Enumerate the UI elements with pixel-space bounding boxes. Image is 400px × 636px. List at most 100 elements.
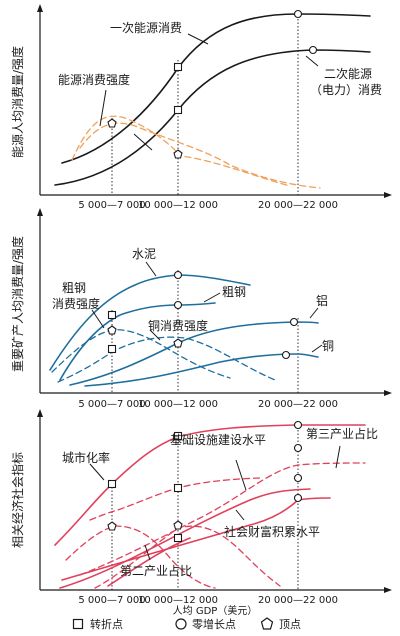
turning-point — [173, 483, 183, 493]
pointer-line — [144, 544, 151, 561]
secondary-energy-label-2: （电力）消费 — [310, 83, 382, 97]
aluminum-curve — [69, 321, 319, 386]
zero-growth-point — [173, 270, 183, 280]
x-tick-label: 10 000—12 000 — [138, 200, 218, 211]
zero-growth-point — [173, 300, 183, 310]
minerals-markers — [107, 270, 299, 360]
energy-curves — [54, 13, 371, 189]
cement-curve — [49, 274, 251, 371]
pointer-line — [335, 445, 341, 469]
minerals-x-arrow — [384, 390, 392, 396]
zero-growth-point — [293, 420, 303, 430]
zero-growth-point — [293, 493, 303, 503]
zero-growth-point — [308, 45, 318, 55]
pointer-line — [89, 463, 105, 481]
zero-growth-point — [281, 350, 291, 360]
energy-x-arrow — [384, 192, 392, 198]
x-tick-label: 5 000—7 000 — [78, 399, 145, 410]
socio-pointers — [89, 445, 341, 561]
pointer-line — [309, 307, 319, 319]
energy-pointers — [99, 33, 319, 151]
energy-y-label: 能源人均消费量/强度 — [10, 46, 25, 158]
pointer-line — [149, 329, 161, 341]
x-tick-label: 20 000—22 000 — [258, 399, 338, 410]
pointer-line — [235, 509, 245, 521]
minerals-pointers — [91, 261, 323, 353]
steel-label: 粗钢 — [222, 285, 246, 299]
pentagon-marker-icon — [260, 617, 274, 630]
steel-intensity-label-2: 消费强度 — [52, 296, 100, 311]
zero-growth-point — [293, 473, 303, 483]
secondary-industry-label: 第二产业占比 — [120, 563, 192, 578]
peak-point — [173, 520, 183, 530]
steel-intensity-label: 粗钢 — [62, 281, 86, 295]
copper-intensity-curve — [57, 336, 276, 383]
socio-curves — [54, 424, 366, 589]
secondary-curve-b — [94, 525, 281, 589]
secondary-curve-c — [107, 537, 191, 587]
energy-y-arrow — [37, 4, 43, 12]
peak-point — [107, 118, 117, 128]
energy-markers — [107, 9, 318, 159]
energy-panel — [37, 4, 392, 198]
wealth-label: 社会财富积累水平 — [224, 524, 320, 539]
primary-energy-curve — [61, 13, 371, 164]
pointer-line — [203, 292, 221, 303]
infrastructure-label: 基础设施建设水平 — [170, 433, 266, 447]
legend-label: 顶点 — [279, 618, 301, 631]
tertiary-curve — [79, 462, 366, 576]
x-tick-label: 10 000—12 000 — [138, 595, 218, 606]
minerals-y-label: 重要矿产人均消费量/强度 — [10, 236, 25, 372]
pointer-line — [99, 89, 107, 127]
copper-curve — [84, 353, 319, 387]
secondary-curve-a — [65, 525, 216, 589]
turning-point — [173, 62, 183, 72]
minerals-y-arrow — [37, 208, 43, 216]
x-tick-label: 5 000—7 000 — [78, 200, 145, 211]
copper-intensity-label: 铜消费强度 — [148, 318, 208, 333]
aluminum-label: 铝 — [316, 293, 328, 308]
steel-intensity-curve — [51, 329, 231, 379]
infrastructure-curve — [89, 477, 261, 521]
socio-panel — [37, 409, 392, 593]
turning-point — [173, 431, 183, 441]
copper-label: 铜 — [322, 338, 334, 353]
cement-label: 水泥 — [132, 247, 156, 261]
turning-point — [107, 479, 117, 489]
wealth-curve-b — [61, 497, 331, 581]
pointer-line — [91, 309, 105, 329]
peak-point — [173, 338, 183, 348]
x-tick-label: 10 000—12 000 — [138, 399, 218, 410]
intensity-curve-c — [174, 154, 291, 187]
socio-markers — [107, 420, 303, 543]
pointer-line — [305, 55, 319, 67]
pointer-line — [311, 344, 323, 353]
turning-point — [107, 310, 117, 320]
secondary-energy-label: 二次能源 — [324, 67, 372, 81]
pointer-line — [187, 33, 209, 45]
legend: 转折点 零增长点 顶点 — [72, 617, 301, 631]
socio-y-arrow — [37, 409, 43, 417]
pointer-line — [235, 459, 247, 491]
intensity-curve-a — [71, 115, 181, 161]
peak-point — [107, 521, 117, 531]
wealth-curve-a — [59, 488, 311, 589]
x-tick-label: 20 000—22 000 — [258, 595, 338, 606]
energy-intensity-label: 能源消费强度 — [58, 72, 130, 87]
intensity-curve-b — [79, 122, 321, 189]
urbanization-label: 城市化率 — [62, 450, 110, 465]
x-tick-label: 5 000—7 000 — [78, 595, 145, 606]
peak-point — [173, 149, 183, 159]
pointer-line — [133, 133, 153, 151]
socio-x-arrow — [384, 587, 392, 593]
secondary-energy-curve — [54, 49, 371, 186]
turning-point — [107, 344, 117, 354]
minerals-curves — [49, 274, 319, 387]
minerals-x-ticks: 5 000—7 000 10 000—12 000 20 000—22 000 — [78, 399, 338, 410]
legend-label: 转折点 — [90, 617, 123, 631]
zero-growth-point — [293, 9, 303, 19]
primary-energy-label: 一次能源消费 — [110, 21, 182, 35]
socio-x-ticks: 5 000—7 000 10 000—12 000 20 000—22 000 — [78, 595, 338, 606]
tertiary-label: 第三产业占比 — [306, 426, 378, 441]
